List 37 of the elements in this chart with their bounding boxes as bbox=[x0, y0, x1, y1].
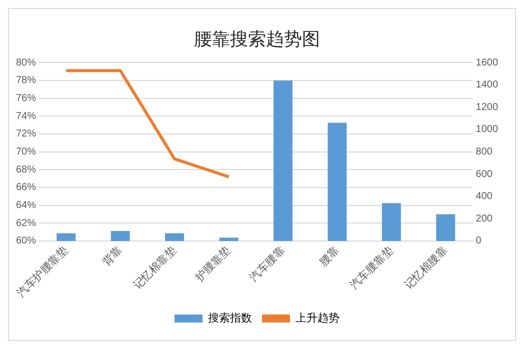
y2-tick-label: 0 bbox=[476, 236, 482, 247]
x-tick-label: 记忆棉腰靠 bbox=[402, 244, 450, 292]
x-tick-label: 记忆棉靠垫 bbox=[131, 244, 179, 292]
bar bbox=[219, 238, 238, 241]
bar bbox=[436, 214, 456, 241]
bar bbox=[274, 80, 292, 241]
legend-label: 上升趋势 bbox=[296, 312, 340, 325]
y-tick-label: 76% bbox=[16, 93, 36, 104]
legend-label: 搜索指数 bbox=[208, 312, 252, 325]
y2-tick-label: 800 bbox=[476, 146, 493, 158]
x-tick-label: 腰靠 bbox=[317, 244, 342, 268]
bar bbox=[110, 230, 130, 241]
bar bbox=[56, 233, 76, 241]
bar bbox=[165, 233, 184, 241]
x-tick-label: 护腰靠垫 bbox=[192, 244, 234, 285]
chart-title: 腰靠搜索趋势图 bbox=[194, 28, 320, 49]
x-tick-label: 汽车腰靠垫 bbox=[348, 244, 396, 292]
y-tick-label: 64% bbox=[16, 200, 36, 212]
y2-tick-label: 1400 bbox=[476, 80, 498, 91]
y2-tick-label: 1200 bbox=[476, 102, 498, 113]
bar bbox=[382, 203, 401, 241]
y2-tick-label: 1000 bbox=[476, 124, 498, 136]
y-tick-label: 68% bbox=[16, 164, 36, 176]
bar bbox=[328, 122, 347, 241]
y-tick-label: 78% bbox=[16, 75, 36, 86]
y-tick-label: 66% bbox=[16, 182, 36, 194]
y-tick-label: 72% bbox=[16, 128, 36, 140]
y2-tick-label: 400 bbox=[476, 191, 493, 202]
y2-tick-label: 600 bbox=[476, 168, 493, 180]
y-tick-label: 70% bbox=[16, 146, 36, 158]
x-tick-label: 背靠 bbox=[100, 244, 125, 268]
x-tick-label: 汽车腰靠 bbox=[246, 244, 288, 284]
y-tick-label: 62% bbox=[16, 218, 36, 229]
y2-tick-label: 200 bbox=[476, 213, 493, 224]
y-tick-label: 80% bbox=[16, 57, 36, 68]
y2-tick-label: 1600 bbox=[476, 57, 498, 68]
y-tick-label: 74% bbox=[16, 110, 36, 122]
